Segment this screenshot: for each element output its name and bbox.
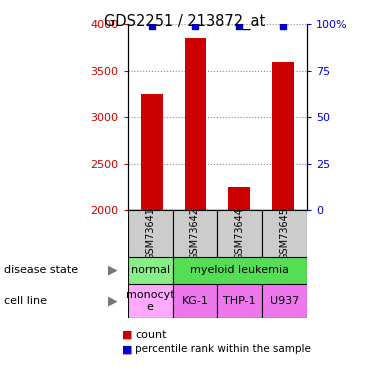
- Text: ▶: ▶: [108, 264, 118, 277]
- Text: KG-1: KG-1: [182, 296, 208, 306]
- Text: U937: U937: [270, 296, 299, 306]
- Bar: [128, 284, 172, 318]
- Text: percentile rank within the sample: percentile rank within the sample: [135, 345, 311, 354]
- Bar: [128, 257, 172, 284]
- Bar: [218, 210, 262, 257]
- Text: ■: ■: [122, 330, 132, 339]
- Bar: [272, 62, 294, 210]
- Bar: [262, 210, 307, 257]
- Bar: [172, 257, 307, 284]
- Text: count: count: [135, 330, 166, 339]
- Text: GSM73641: GSM73641: [145, 207, 155, 260]
- Bar: [185, 38, 206, 210]
- Bar: [172, 284, 218, 318]
- Text: GSM73642: GSM73642: [190, 207, 200, 260]
- Bar: [262, 284, 307, 318]
- Text: disease state: disease state: [4, 266, 78, 275]
- Bar: [228, 187, 250, 210]
- Text: monocyt
e: monocyt e: [126, 290, 174, 312]
- Text: THP-1: THP-1: [223, 296, 256, 306]
- Text: ■: ■: [122, 345, 132, 354]
- Text: myeloid leukemia: myeloid leukemia: [190, 266, 289, 275]
- Bar: [128, 210, 172, 257]
- Text: GDS2251 / 213872_at: GDS2251 / 213872_at: [104, 14, 266, 30]
- Bar: [218, 284, 262, 318]
- Bar: [172, 210, 218, 257]
- Text: normal: normal: [131, 266, 169, 275]
- Text: GSM73644: GSM73644: [235, 207, 245, 260]
- Bar: [141, 94, 163, 210]
- Text: GSM73645: GSM73645: [280, 207, 290, 260]
- Text: ▶: ▶: [108, 294, 118, 307]
- Text: cell line: cell line: [4, 296, 47, 306]
